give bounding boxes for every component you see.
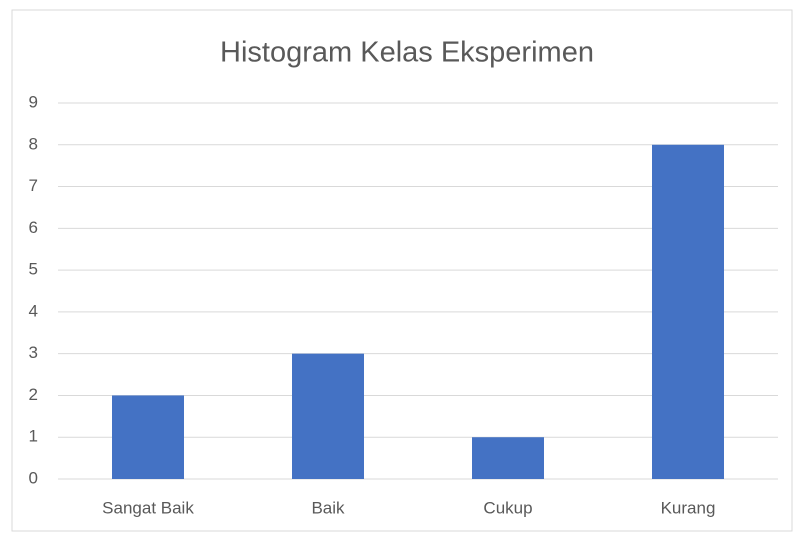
y-tick-label: 6: [29, 218, 38, 237]
bar: [652, 144, 724, 479]
bar: [472, 437, 544, 479]
x-tick-label: Kurang: [661, 498, 716, 517]
y-tick-label: 3: [29, 343, 38, 362]
x-tick-label: Cukup: [483, 498, 532, 517]
bar: [112, 395, 184, 479]
y-tick-label: 0: [29, 468, 38, 487]
y-tick-label: 9: [29, 92, 38, 111]
y-tick-label: 8: [29, 134, 38, 153]
y-tick-label: 7: [29, 176, 38, 195]
y-tick-label: 2: [29, 385, 38, 404]
bar: [292, 353, 364, 479]
x-tick-label: Baik: [311, 498, 345, 517]
y-tick-label: 4: [29, 301, 38, 320]
y-tick-label: 1: [29, 427, 38, 446]
y-tick-label: 5: [29, 260, 38, 279]
x-tick-label: Sangat Baik: [102, 498, 194, 517]
chart-title: Histogram Kelas Eksperimen: [220, 37, 594, 69]
